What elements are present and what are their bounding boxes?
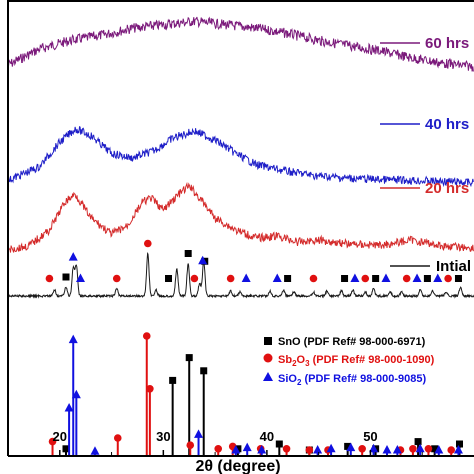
reference-circle-marker: [113, 434, 122, 442]
triangle-marker: [412, 273, 422, 282]
reference-circle-marker: [146, 385, 154, 393]
series-label-20hrs: 20 hrs: [425, 180, 469, 197]
x-ticks: 20 30 40 50: [7, 429, 423, 456]
series-label-initial: Intial: [436, 258, 471, 275]
triangle-marker: [75, 273, 85, 282]
triangle-marker: [272, 273, 282, 282]
reference-circle-marker: [282, 445, 291, 453]
reference-triangle-marker: [392, 445, 402, 454]
square-marker: [62, 273, 70, 281]
triangle-marker: [241, 273, 251, 282]
legend-triangle-marker: [263, 372, 273, 381]
reference-circle-marker: [305, 446, 314, 454]
triangle-marker: [433, 273, 443, 282]
marker-layer: [45, 239, 462, 283]
reference-triangle-marker: [71, 389, 81, 399]
triangle-marker: [350, 273, 360, 282]
reference-square-marker: [169, 376, 177, 384]
reference-circle-marker: [186, 441, 195, 450]
legend-circle-marker: [263, 353, 273, 363]
legend-label-sio2: SiO2 (PDF Ref# 98-000-9085): [278, 373, 426, 387]
reference-square-marker: [456, 440, 464, 448]
x-tick-label: 30: [156, 429, 170, 444]
square-marker: [423, 275, 431, 282]
reference-square-marker: [185, 354, 193, 362]
reference-triangle-marker: [231, 445, 241, 454]
reference-layer: [48, 332, 464, 456]
triangle-marker: [381, 273, 391, 282]
circle-marker: [190, 274, 199, 283]
reference-square-marker: [200, 367, 208, 375]
legend-square-marker: [264, 337, 272, 345]
reference-triangle-marker: [90, 446, 100, 455]
reference-circle-marker: [358, 445, 366, 453]
reference-triangle-marker: [382, 445, 392, 454]
circle-marker: [444, 274, 452, 283]
circle-marker: [112, 274, 121, 283]
circle-marker: [361, 274, 370, 283]
x-tick-label: 20: [53, 429, 67, 444]
circle-marker: [309, 274, 318, 283]
square-marker: [165, 275, 173, 282]
reference-circle-marker: [142, 332, 151, 340]
square-marker: [184, 250, 192, 257]
reference-triangle-marker: [326, 443, 336, 453]
reference-square-marker: [275, 440, 283, 448]
square-marker: [372, 275, 380, 282]
legend-label-sb2o3: Sb2O3 (PDF Ref# 98-000-1090): [278, 354, 435, 368]
reference-triangle-marker: [194, 429, 204, 438]
reference-triangle-marker: [313, 445, 323, 454]
reference-circle-marker: [48, 437, 57, 446]
square-marker: [284, 275, 292, 282]
series-line-40hrs: [7, 126, 474, 188]
reference-square-marker: [344, 442, 352, 450]
reference-triangle-marker: [64, 403, 74, 412]
reference-triangle-marker: [369, 443, 379, 453]
reference-legend: SnO (PDF Ref# 98-000-6971) Sb2O3 (PDF Re…: [263, 336, 435, 387]
reference-triangle-marker: [415, 443, 425, 453]
reference-circle-marker: [214, 445, 223, 453]
x-tick-label: 50: [363, 429, 377, 444]
circle-marker: [45, 274, 54, 283]
triangle-marker: [198, 255, 208, 265]
series-label-60hrs: 60 hrs: [425, 35, 469, 52]
series-line-60hrs: [7, 16, 474, 72]
legend-label-sno: SnO (PDF Ref# 98-000-6971): [278, 336, 426, 348]
reference-square-marker: [414, 438, 422, 446]
circle-marker: [226, 274, 235, 283]
reference-circle-marker: [447, 446, 456, 454]
pattern-layer: [7, 16, 474, 299]
reference-square-marker: [234, 445, 242, 453]
reference-circle-marker: [424, 445, 433, 453]
square-marker: [341, 275, 349, 282]
reference-triangle-marker: [434, 445, 444, 454]
reference-triangle-marker: [68, 334, 78, 344]
reference-triangle-marker: [453, 445, 463, 454]
reference-circle-marker: [409, 445, 417, 453]
reference-triangle-marker: [346, 442, 356, 452]
reference-square-marker: [431, 445, 439, 453]
reference-triangle-marker: [257, 445, 267, 454]
series-line-20hrs: [7, 181, 474, 255]
x-axis-label: 2θ (degree): [195, 458, 280, 474]
triangle-marker: [68, 252, 78, 261]
x-tick-label: 40: [260, 429, 274, 444]
series-line-intial: [7, 252, 474, 299]
circle-marker: [402, 274, 411, 283]
series-label-40hrs: 40 hrs: [425, 116, 469, 133]
square-marker: [454, 275, 462, 282]
reference-triangle-marker: [242, 442, 252, 452]
circle-marker: [144, 239, 152, 248]
reference-square-marker: [62, 445, 70, 453]
